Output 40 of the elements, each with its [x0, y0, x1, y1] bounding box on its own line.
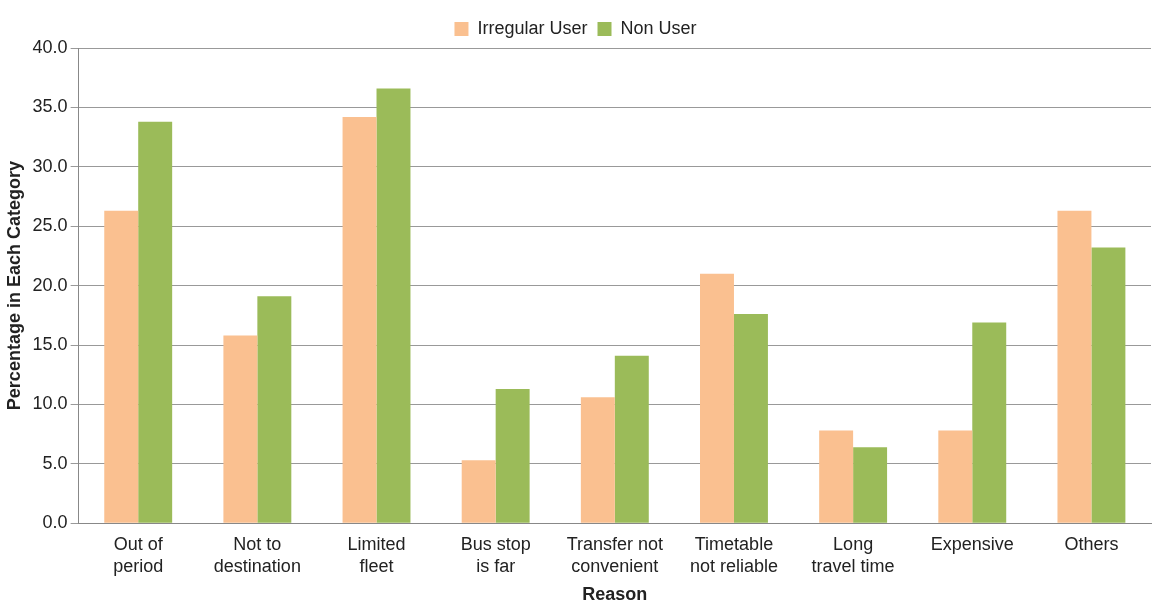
y-tick-label: 5.0	[42, 452, 68, 473]
x-tick-label: Transfer not convenient	[566, 533, 663, 576]
bar	[104, 210, 139, 523]
y-tick-label: 20.0	[32, 274, 68, 295]
x-tick-label: Long travel time	[811, 533, 895, 576]
x-tick-label: Out of period	[113, 533, 164, 576]
bar	[495, 388, 530, 523]
bar	[700, 273, 734, 523]
x-tick-label: Timetable not reliable	[689, 533, 778, 576]
bar	[853, 447, 888, 523]
bar	[580, 397, 615, 523]
x-tick-label: Others	[1064, 533, 1119, 554]
x-tick-label: Bus stop is far	[460, 533, 531, 576]
bar	[819, 430, 854, 523]
bar	[614, 355, 649, 523]
legend-label: Irregular User	[477, 17, 588, 38]
bar	[938, 430, 973, 523]
y-tick-label: 40.0	[32, 36, 68, 57]
x-axis-title: Reason	[582, 584, 648, 605]
y-tick-label: 15.0	[32, 333, 68, 354]
y-tick-label: 0.0	[42, 512, 68, 533]
x-tick-label: Expensive	[930, 533, 1014, 554]
bar	[1091, 247, 1126, 523]
bar	[342, 116, 377, 523]
y-tick-label: 25.0	[32, 215, 68, 236]
bar	[733, 314, 768, 523]
bar	[223, 335, 258, 523]
bar	[257, 296, 292, 523]
bar	[1057, 210, 1092, 523]
y-tick-label: 35.0	[32, 96, 68, 117]
y-axis-title: Percentage in Each Category	[3, 161, 24, 411]
bar	[972, 322, 1007, 523]
x-tick-label: Limited fleet	[347, 533, 406, 576]
x-tick-label: Not to destination	[213, 533, 301, 576]
bar	[461, 460, 496, 523]
y-tick-label: 10.0	[32, 393, 68, 414]
bar	[376, 88, 411, 523]
bar	[138, 121, 173, 523]
legend-label: Non User	[620, 17, 697, 38]
y-tick-label: 30.0	[32, 155, 68, 176]
